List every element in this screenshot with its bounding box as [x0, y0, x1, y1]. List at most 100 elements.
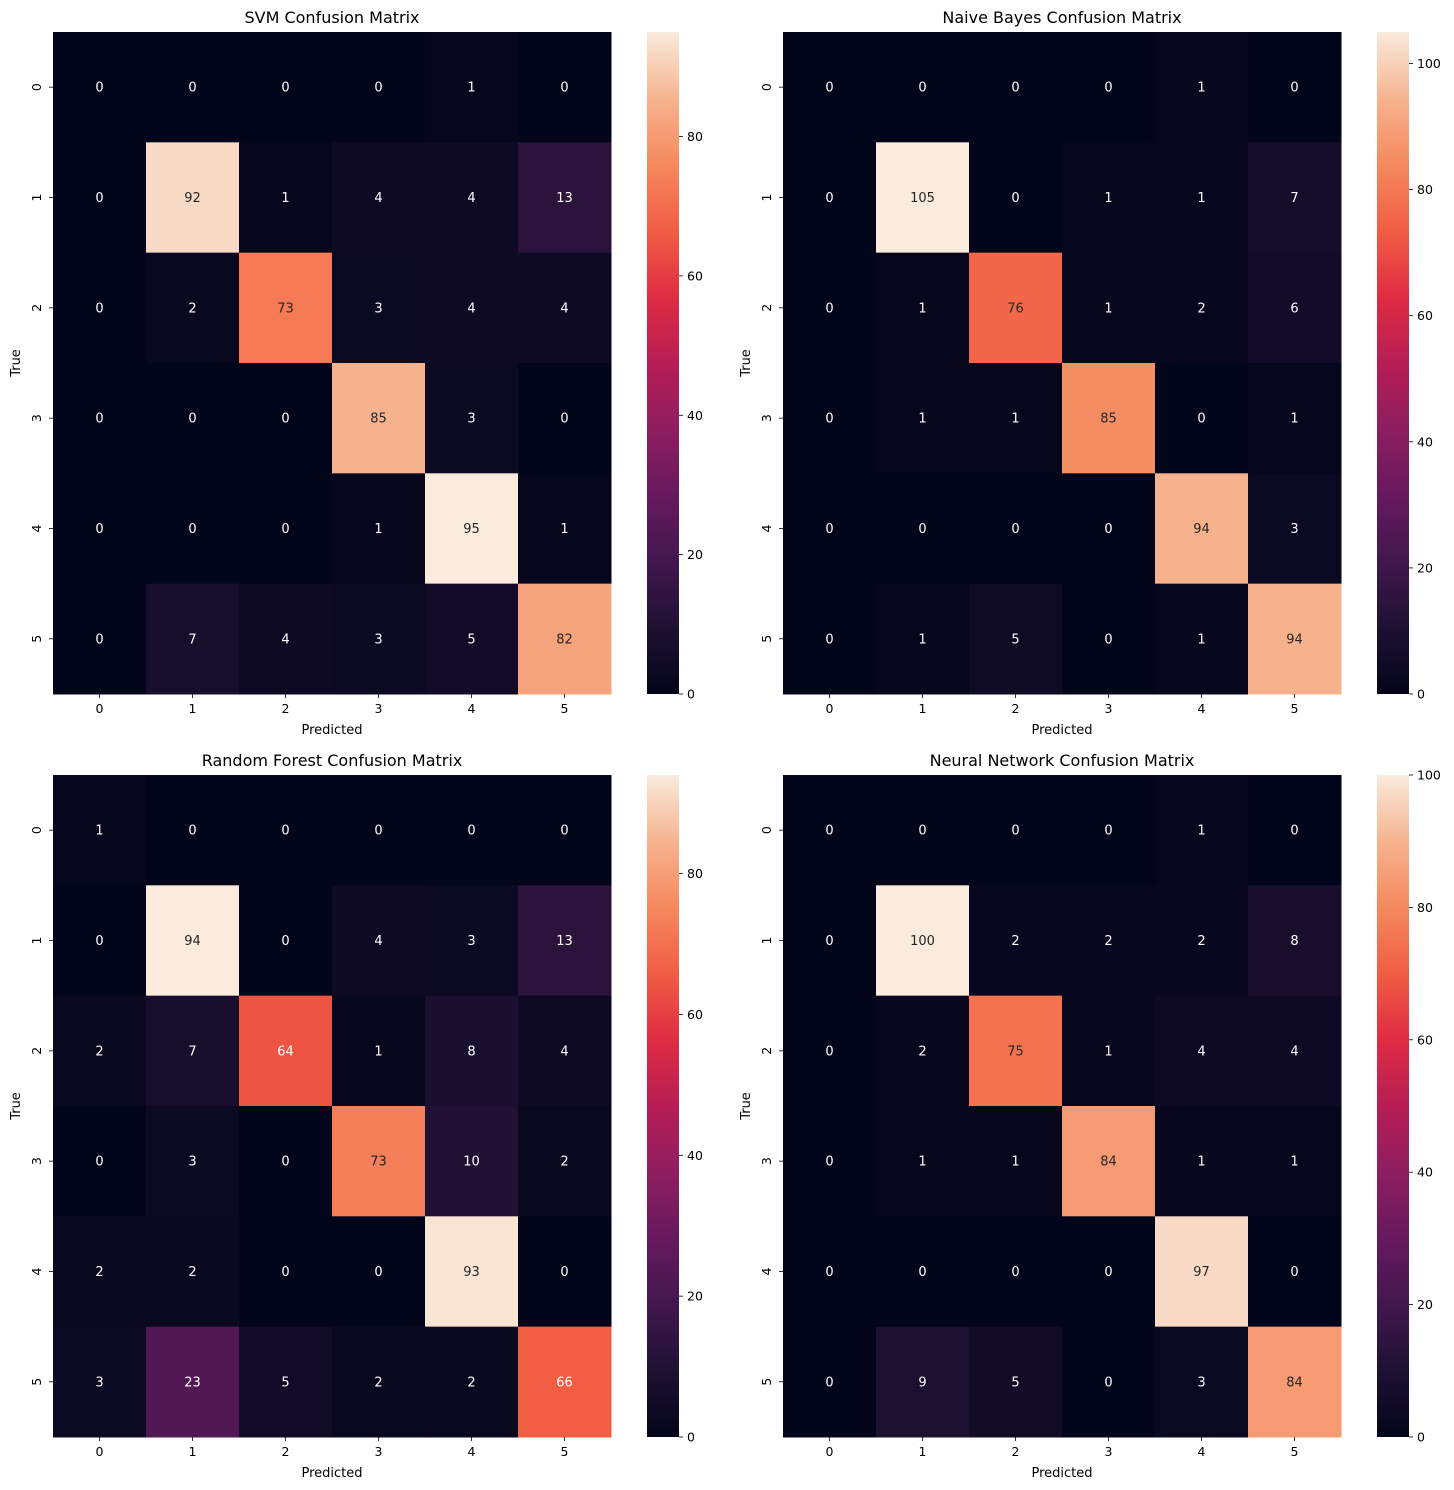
cell-value-label: 0	[825, 632, 833, 647]
heatmap-cell	[518, 362, 612, 474]
cell-value-label: 4	[467, 191, 475, 206]
heatmap-cell	[425, 142, 519, 254]
heatmap-cell	[518, 1326, 612, 1438]
heatmap-cell	[1155, 473, 1249, 585]
y-tick-label: 0	[759, 83, 774, 91]
heatmap-cell	[239, 252, 333, 364]
heatmap-cell	[146, 1105, 240, 1217]
y-tick-label: 2	[29, 304, 44, 312]
heatmap-cell	[1155, 775, 1249, 886]
heatmap-cell	[239, 885, 333, 997]
cell-value-label: 0	[95, 1155, 103, 1170]
y-tick-label: 3	[759, 1157, 774, 1165]
cell-value-label: 4	[467, 301, 475, 316]
x-tick-label: 1	[189, 701, 197, 716]
x-tick-label: 2	[1012, 1444, 1020, 1459]
heatmap-cell	[1062, 583, 1156, 695]
cell-value-label: 3	[95, 1375, 103, 1390]
heatmap-cell	[1155, 1326, 1249, 1438]
cell-value-label: 3	[1290, 522, 1298, 537]
heatmap-cell	[518, 252, 612, 364]
heatmap-cell	[332, 885, 426, 997]
heatmap-panel-1: 0 0 0 0 1 00 105 0 1 1 70 1 76 1 2 60 1 1 85 0 10 0 0 0 94 30 1 5 0 1…	[739, 8, 1441, 738]
x-axis-label: Predicted	[301, 723, 362, 738]
colorbar-tick-label: 0	[1417, 687, 1425, 702]
cell-value-label: 1	[1197, 81, 1205, 96]
heatmap-cell	[146, 142, 240, 254]
colorbar-tick-label: 100	[1417, 768, 1441, 783]
heatmap-cell	[332, 252, 426, 364]
x-tick-label: 3	[375, 701, 383, 716]
cell-value-label: 0	[560, 1265, 568, 1280]
chart-title: Random Forest Confusion Matrix	[202, 751, 463, 770]
chart-title: Neural Network Confusion Matrix	[930, 751, 1195, 770]
heatmap-cell	[969, 1326, 1063, 1438]
y-tick-label: 4	[759, 1267, 774, 1275]
cell-value-label: 2	[1197, 934, 1205, 949]
colorbar	[647, 775, 679, 1437]
cell-value-label: 0	[918, 81, 926, 96]
colorbar-tick-label: 20	[687, 1289, 703, 1304]
cell-value-label: 4	[1197, 1044, 1205, 1059]
cell-value-label: 2	[188, 301, 196, 316]
heatmap-cell	[969, 995, 1063, 1107]
heatmap-cell	[1248, 995, 1342, 1107]
cell-value-label: 0	[1290, 81, 1298, 96]
cell-value-label: 0	[918, 824, 926, 839]
cell-value-label: 7	[188, 632, 196, 647]
heatmap-cell	[146, 1216, 240, 1328]
cell-value-label: 0	[560, 824, 568, 839]
heatmap-cell	[1155, 252, 1249, 364]
heatmap-cell	[969, 1216, 1063, 1328]
x-tick-label: 2	[282, 1444, 290, 1459]
cell-value-label: 0	[374, 1265, 382, 1280]
heatmap-cell	[1248, 32, 1342, 143]
heatmap-cell	[1248, 583, 1342, 695]
cell-value-label: 0	[188, 412, 196, 427]
x-tick-label: 5	[1291, 1444, 1299, 1459]
x-tick-label: 0	[826, 1444, 834, 1459]
cell-value-label: 2	[374, 1375, 382, 1390]
heatmap-cell	[876, 885, 970, 997]
heatmap-cell	[425, 775, 519, 886]
y-tick-label: 1	[29, 194, 44, 202]
x-axis-label: Predicted	[301, 1466, 362, 1481]
cell-value-label: 0	[281, 81, 289, 96]
heatmap-cell	[53, 252, 147, 364]
heatmap-cell	[1248, 775, 1342, 886]
cell-value-label: 0	[1104, 632, 1112, 647]
heatmap-cell	[239, 1216, 333, 1328]
heatmap-cell	[239, 142, 333, 254]
cell-value-label: 0	[825, 81, 833, 96]
y-tick-label: 5	[29, 1378, 44, 1386]
colorbar-tick-label: 60	[1417, 308, 1433, 323]
heatmap-cell	[332, 362, 426, 474]
cell-value-label: 0	[95, 191, 103, 206]
cell-value-label: 0	[281, 412, 289, 427]
colorbar-tick-label: 80	[687, 866, 703, 881]
heatmap-cell	[239, 995, 333, 1107]
cell-value-label: 0	[281, 934, 289, 949]
heatmap-cell	[1155, 995, 1249, 1107]
cell-value-label: 95	[463, 522, 480, 537]
x-tick-label: 2	[282, 701, 290, 716]
cell-value-label: 0	[1011, 522, 1019, 537]
cell-value-label: 2	[95, 1265, 103, 1280]
x-tick-label: 3	[375, 1444, 383, 1459]
heatmap-cell	[1248, 1326, 1342, 1438]
cell-value-label: 2	[1011, 934, 1019, 949]
cell-value-label: 85	[370, 412, 387, 427]
cell-value-label: 66	[556, 1375, 573, 1390]
cell-value-label: 2	[560, 1155, 568, 1170]
cell-value-label: 1	[1197, 1155, 1205, 1170]
heatmap-cell	[1155, 885, 1249, 997]
heatmap-cell	[53, 142, 147, 254]
y-axis-label: True	[739, 349, 754, 378]
cell-value-label: 0	[281, 1265, 289, 1280]
cell-value-label: 5	[467, 632, 475, 647]
heatmap-cell	[239, 362, 333, 474]
heatmap-cell	[876, 995, 970, 1107]
cell-value-label: 84	[1100, 1155, 1117, 1170]
heatmap-cell	[332, 583, 426, 695]
